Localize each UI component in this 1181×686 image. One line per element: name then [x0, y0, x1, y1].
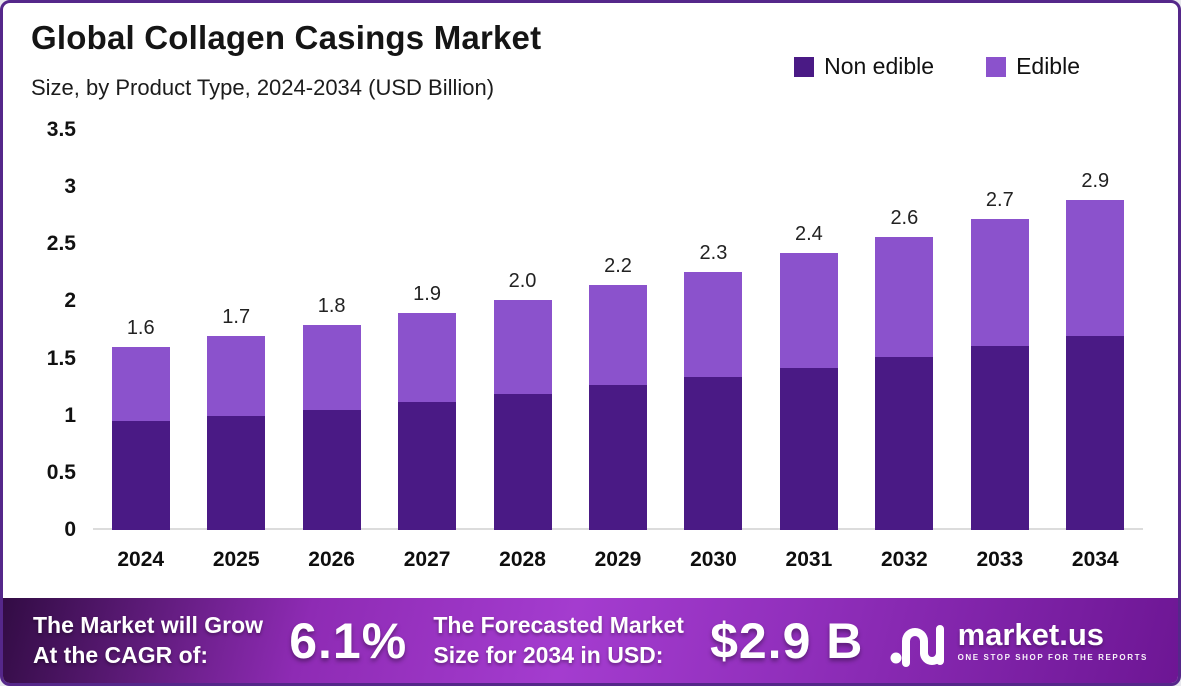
- bar-total-label: 2.0: [508, 270, 537, 293]
- y-tick-label: 0.5: [46, 460, 76, 484]
- legend: Non edible Edible: [794, 53, 1080, 80]
- x-axis-label: 2024: [117, 548, 165, 571]
- cagr-label: The Market will Grow At the CAGR of:: [33, 611, 263, 670]
- x-axis-label: 2026: [308, 548, 355, 571]
- y-tick-label: 2: [64, 289, 76, 313]
- bar-total-label: 1.6: [126, 317, 155, 340]
- bars: 1.6 1.7 1.8 1.9 2.0 2.2 2.3 2.4 2.6 2.7 2.9: [93, 130, 1143, 530]
- marketus-logo-name: market.us: [957, 617, 1105, 652]
- bar-segment-non-edible: [111, 421, 170, 530]
- bar-segment-edible: [398, 312, 457, 402]
- plot-area: 1.6 1.7 1.8 1.9 2.0 2.2 2.3 2.4 2.6 2.7 2.9: [93, 130, 1143, 530]
- bar-group-2026: 1.8: [284, 130, 379, 530]
- bar-group-2029: 2.2: [570, 130, 665, 530]
- bar-group-2030: 2.3: [666, 130, 761, 530]
- footer-banner: The Market will Grow At the CAGR of: 6.1…: [3, 598, 1178, 683]
- bar-segment-non-edible: [398, 402, 457, 530]
- y-tick-label: 3.5: [46, 118, 76, 141]
- bar-total-label: 2.3: [699, 241, 728, 264]
- bar-group-2025: 1.7: [188, 130, 283, 530]
- forecast-label: The Forecasted Market Size for 2034 in U…: [433, 611, 684, 670]
- forecast-label-line1: The Forecasted Market: [433, 612, 684, 639]
- legend-item: Edible: [986, 53, 1080, 80]
- bar-segment-non-edible: [684, 376, 743, 530]
- x-axis-label: 2031: [785, 548, 833, 571]
- legend-swatch: [794, 56, 815, 77]
- cagr-label-line2: At the CAGR of:: [33, 641, 209, 668]
- y-tick-label: 3: [64, 175, 76, 199]
- y-axis-labels: 3.5 3 2.5 2 1.5 1 0.5 0: [28, 118, 76, 541]
- legend-label: Edible: [1016, 53, 1080, 79]
- bar-segment-edible: [970, 219, 1029, 346]
- bar-group-2024: 1.6: [93, 130, 188, 530]
- bar-segment-edible: [302, 325, 361, 410]
- y-tick-label: 1.5: [46, 346, 76, 370]
- legend-item: Non edible: [794, 53, 934, 80]
- bar-group-2031: 2.4: [761, 130, 856, 530]
- bar-total-label: 2.4: [794, 223, 823, 246]
- legend-label: Non edible: [824, 53, 935, 79]
- bar-segment-non-edible: [207, 415, 266, 530]
- bar-group-2033: 2.7: [952, 130, 1047, 530]
- bar-total-label: 2.9: [1081, 169, 1110, 192]
- marketus-logo-icon: [890, 624, 944, 667]
- bar-total-label: 2.7: [985, 189, 1014, 212]
- bar-segment-non-edible: [493, 394, 552, 530]
- marketus-logo-tagline: ONE STOP SHOP FOR THE REPORTS: [957, 653, 1148, 662]
- bar-segment-edible: [588, 285, 647, 385]
- bar-segment-non-edible: [875, 357, 934, 530]
- bar-total-label: 1.8: [317, 295, 346, 318]
- bar-segment-non-edible: [302, 410, 361, 530]
- bar-segment-non-edible: [970, 346, 1029, 530]
- bar-segment-non-edible: [779, 367, 838, 530]
- y-tick-label: 1: [64, 403, 76, 427]
- cagr-label-line1: The Market will Grow: [33, 612, 264, 639]
- cagr-value: 6.1%: [289, 612, 408, 669]
- y-tick-label: 0: [64, 518, 76, 541]
- x-axis-label: 2027: [403, 548, 451, 571]
- forecast-label-line2: Size for 2034 in USD:: [433, 641, 664, 668]
- bar-total-label: 2.2: [604, 255, 632, 278]
- y-tick-label: 2.5: [46, 232, 76, 256]
- x-axis-label: 2028: [499, 548, 546, 571]
- legend-swatch: [986, 56, 1007, 77]
- x-axis-label: 2032: [880, 548, 928, 571]
- x-axis-labels: 2024 2025 2026 2027 2028 2029 2030 2031 2032 2033…: [93, 548, 1143, 572]
- bar-group-2028: 2.0: [475, 130, 570, 530]
- bar-segment-non-edible: [1066, 335, 1125, 530]
- x-axis-label: 2030: [690, 548, 737, 571]
- chart-area: 3.5 3 2.5 2 1.5 1 0.5 0 1.6 1.7 1.8 1.9 2.0 2.2 2.3 2.…: [28, 118, 1153, 600]
- x-axis-label: 2033: [976, 548, 1024, 571]
- forecast-value: $2.9 B: [710, 612, 864, 669]
- marketus-logo: market.us ONE STOP SHOP FOR THE REPORTS: [890, 615, 1148, 667]
- chart-title: Global Collagen Casings Market: [31, 19, 542, 56]
- bar-segment-edible: [779, 253, 838, 368]
- bar-group-2034: 2.9: [1048, 130, 1143, 530]
- bar-segment-edible: [207, 335, 266, 416]
- bar-segment-edible: [684, 271, 743, 377]
- bar-segment-edible: [1066, 199, 1125, 336]
- bar-group-2032: 2.6: [857, 130, 952, 530]
- bar-group-2027: 1.9: [379, 130, 474, 530]
- bar-total-label: 1.9: [413, 282, 441, 305]
- bar-total-label: 1.7: [222, 305, 251, 328]
- bar-segment-non-edible: [588, 384, 647, 530]
- bar-segment-edible: [875, 237, 934, 358]
- x-axis-label: 2025: [212, 548, 260, 571]
- bar-segment-edible: [493, 300, 552, 394]
- chart-subtitle: Size, by Product Type, 2024-2034 (USD Bi…: [31, 75, 495, 100]
- x-axis-label: 2034: [1071, 548, 1119, 571]
- bar-segment-edible: [111, 347, 170, 422]
- x-axis-label: 2029: [594, 548, 642, 571]
- bar-total-label: 2.6: [890, 207, 919, 230]
